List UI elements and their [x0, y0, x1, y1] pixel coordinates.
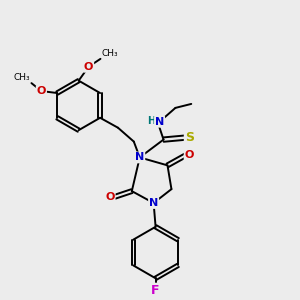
Text: O: O [105, 192, 115, 202]
Text: CH₃: CH₃ [14, 73, 31, 82]
Text: N: N [155, 117, 164, 127]
Text: N: N [135, 152, 144, 162]
Text: CH₃: CH₃ [101, 49, 118, 58]
Text: H: H [148, 116, 156, 126]
Text: N: N [149, 198, 158, 208]
Text: O: O [184, 150, 194, 161]
Text: S: S [185, 131, 194, 144]
Text: O: O [84, 62, 93, 72]
Text: F: F [151, 284, 160, 297]
Text: O: O [37, 86, 46, 96]
